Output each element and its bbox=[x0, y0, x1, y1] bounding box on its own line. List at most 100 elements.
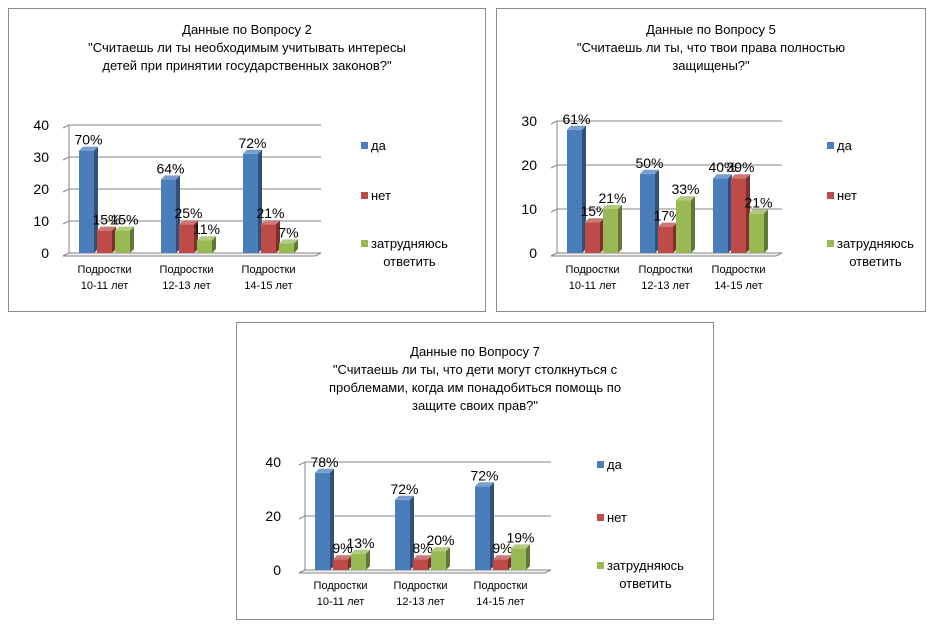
y-tick-label: 30 bbox=[521, 113, 537, 129]
bar bbox=[197, 236, 216, 253]
bar bbox=[395, 495, 414, 570]
category-label: 12-13 лет bbox=[641, 280, 689, 292]
chart-title: Данные по Вопросу 5 "Считаешь ли ты, что … bbox=[497, 21, 925, 75]
category-label: 10-11 лет bbox=[569, 280, 617, 292]
chart-title: Данные по Вопросу 2 "Считаешь ли ты необх… bbox=[9, 21, 485, 75]
bar bbox=[351, 549, 370, 570]
legend-item: затрудняюсь ответить bbox=[597, 557, 684, 593]
legend-label: затрудняюсь ответить bbox=[837, 236, 914, 269]
chart-title-line: Данные по Вопросу 7 bbox=[410, 344, 540, 359]
data-label: 70% bbox=[74, 132, 102, 148]
category-label: Подростки bbox=[394, 580, 448, 592]
y-tick-label: 40 bbox=[265, 454, 281, 470]
bar bbox=[749, 209, 768, 253]
category-label: 14-15 лет bbox=[476, 596, 524, 608]
data-label: 50% bbox=[635, 155, 663, 171]
legend-label: да bbox=[607, 457, 622, 472]
data-label: 13% bbox=[346, 535, 374, 551]
y-tick-label: 20 bbox=[521, 157, 537, 173]
gridline bbox=[298, 515, 551, 520]
data-label: 20% bbox=[426, 532, 454, 548]
category-label: Подростки bbox=[78, 264, 132, 276]
data-label: 19% bbox=[506, 529, 534, 545]
y-tick-label: 0 bbox=[41, 245, 49, 261]
data-label: 64% bbox=[156, 160, 184, 176]
category-label: 14-15 лет bbox=[714, 280, 762, 292]
bar bbox=[640, 169, 659, 253]
data-label: 15% bbox=[92, 212, 120, 228]
bar bbox=[243, 149, 262, 253]
plot-floor bbox=[550, 252, 783, 257]
data-label: 21% bbox=[744, 194, 772, 210]
category-label: 10-11 лет bbox=[81, 280, 129, 292]
chart-title-line: "Считаешь ли ты необходимым учитывать ин… bbox=[88, 40, 406, 55]
bar bbox=[713, 174, 732, 253]
legend-swatch bbox=[827, 142, 834, 149]
category-label: 14-15 лет bbox=[244, 280, 292, 292]
category-label: Подростки bbox=[712, 264, 766, 276]
legend-item: нет bbox=[597, 509, 627, 527]
data-label: 78% bbox=[310, 454, 338, 470]
data-label: 72% bbox=[470, 467, 498, 483]
y-tick-label: 0 bbox=[529, 245, 537, 261]
legend-swatch bbox=[827, 192, 834, 199]
chart-title-line: "Считаешь ли ты, что дети могут столкнут… bbox=[332, 362, 618, 377]
bar bbox=[115, 226, 134, 253]
gridline bbox=[62, 124, 321, 129]
y-tick-label: 20 bbox=[265, 508, 281, 524]
legend-item: затрудняюсь ответить bbox=[827, 235, 914, 271]
chart-title-line: проблемами, когда им понадобиться помощь… bbox=[328, 380, 622, 395]
bar bbox=[261, 220, 280, 253]
chart-title: Данные по Вопросу 7 "Считаешь ли ты, что … bbox=[237, 343, 713, 415]
legend-item: да bbox=[827, 137, 852, 155]
category-label: 12-13 лет bbox=[396, 596, 444, 608]
bar bbox=[431, 547, 450, 570]
legend-swatch bbox=[827, 240, 834, 247]
bar bbox=[493, 555, 512, 570]
data-label: 33% bbox=[671, 181, 699, 197]
data-label: 72% bbox=[390, 481, 418, 497]
data-label: 21% bbox=[256, 205, 284, 221]
legend-label: нет bbox=[607, 510, 627, 525]
y-tick-label: 40 bbox=[33, 117, 49, 133]
data-label: 8% bbox=[412, 540, 432, 556]
legend-item: нет bbox=[827, 187, 857, 205]
plot-floor bbox=[298, 569, 552, 574]
legend-swatch bbox=[597, 562, 604, 569]
legend-label: затрудняюсь ответить bbox=[371, 236, 448, 269]
gridline bbox=[62, 188, 321, 193]
data-label: 25% bbox=[174, 205, 202, 221]
category-label: 10-11 лет bbox=[317, 596, 365, 608]
chart-title-line: защите своих прав?" bbox=[412, 398, 538, 413]
chart-title-line: защищены?" bbox=[672, 58, 750, 73]
data-label: 39% bbox=[726, 159, 754, 175]
category-label: 12-13 лет bbox=[162, 280, 210, 292]
bar bbox=[475, 482, 494, 570]
data-label: 40% bbox=[708, 159, 736, 175]
data-label: 21% bbox=[598, 190, 626, 206]
legend-swatch bbox=[361, 142, 368, 149]
legend-swatch bbox=[597, 514, 604, 521]
bar bbox=[413, 555, 432, 570]
data-label: 7% bbox=[278, 224, 298, 240]
data-label: 17% bbox=[653, 208, 681, 224]
category-label: Подростки bbox=[242, 264, 296, 276]
y-tick-label: 10 bbox=[33, 213, 49, 229]
chart-question-2: Данные по Вопросу 2 "Считаешь ли ты необх… bbox=[8, 8, 486, 312]
bar bbox=[161, 175, 180, 253]
legend-label: да bbox=[371, 138, 386, 153]
category-label: Подростки bbox=[639, 264, 693, 276]
bar bbox=[333, 555, 352, 570]
legend-item: нет bbox=[361, 187, 391, 205]
legend-label: нет bbox=[837, 188, 857, 203]
bar bbox=[567, 125, 586, 253]
bar bbox=[603, 205, 622, 253]
bar bbox=[658, 222, 677, 253]
data-label: 15% bbox=[110, 212, 138, 228]
data-label: 9% bbox=[492, 540, 512, 556]
legend-swatch bbox=[597, 461, 604, 468]
chart-title-line: "Считаешь ли ты, что твои права полность… bbox=[576, 40, 846, 55]
category-label: Подростки bbox=[566, 264, 620, 276]
chart-question-5: Данные по Вопросу 5 "Считаешь ли ты, что … bbox=[496, 8, 926, 312]
